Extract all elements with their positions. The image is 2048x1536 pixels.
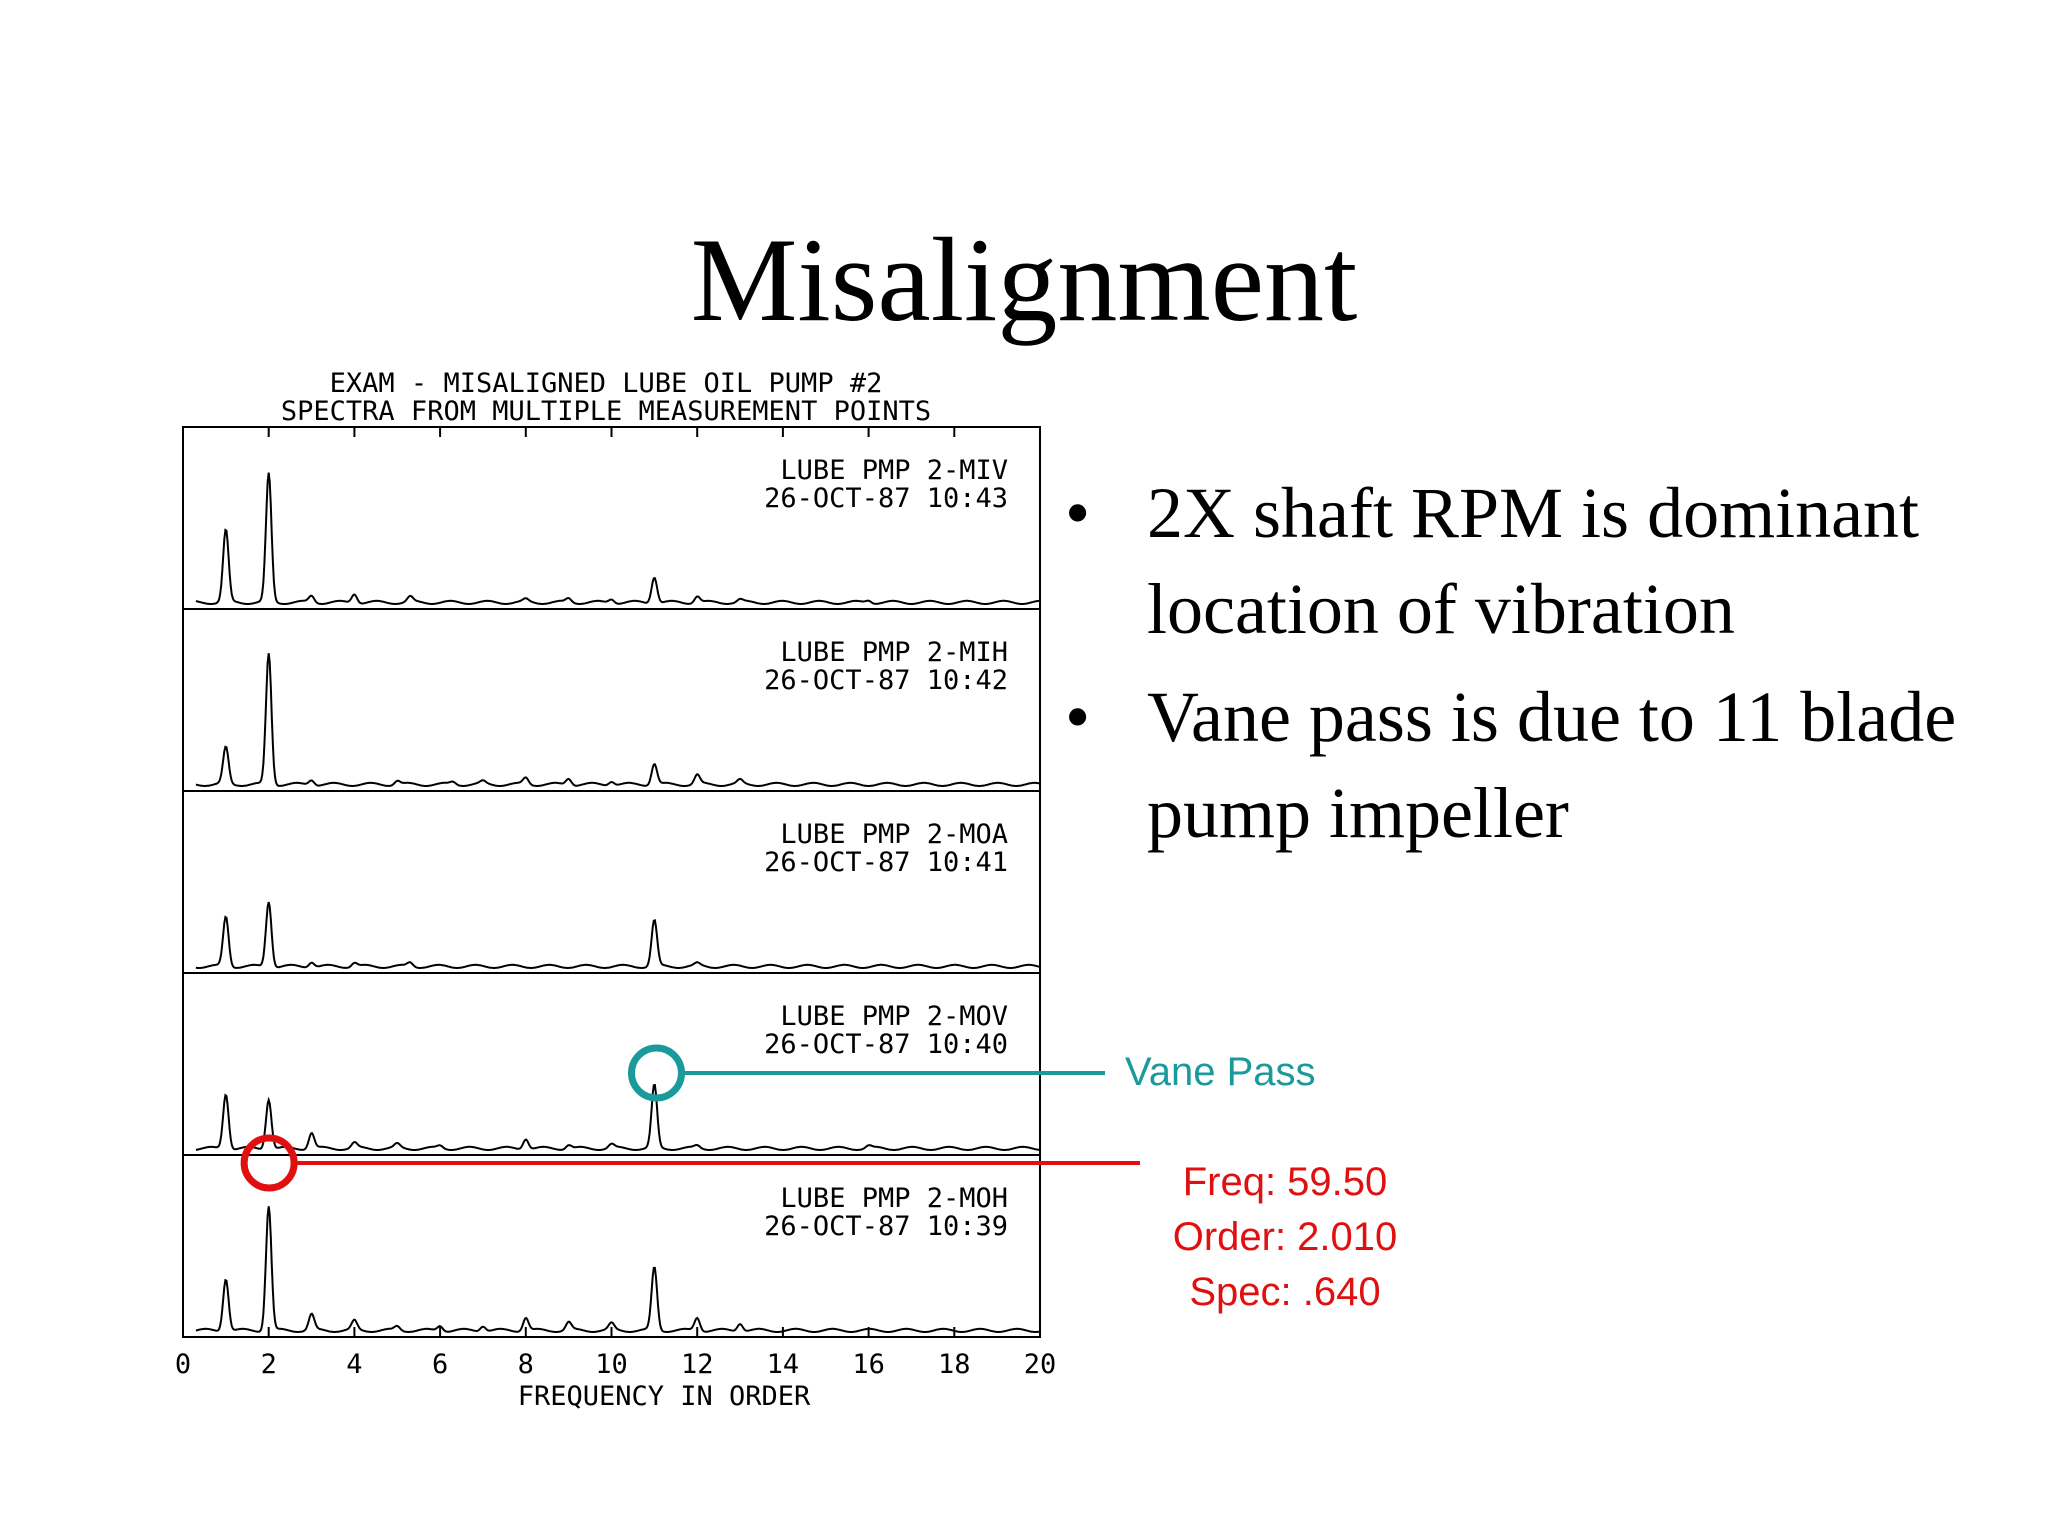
x-tick-label: 8	[518, 1349, 534, 1380]
x-tick-label: 6	[432, 1349, 448, 1380]
x-axis-label: FREQUENCY IN ORDER	[518, 1381, 811, 1412]
panel-label: LUBE PMP 2-MOV	[780, 1001, 1008, 1032]
spectrum-line	[195, 1206, 1041, 1333]
x-tick-label: 4	[346, 1349, 362, 1380]
x-axis-ticks: 0 2 4 6 8 10 12 14 16 18 20	[175, 427, 1056, 1380]
callout-markers	[240, 1044, 1140, 1192]
spectrum-line	[195, 1083, 1040, 1151]
cursor-marker	[240, 1134, 298, 1192]
panel-label: LUBE PMP 2-MOA	[780, 819, 1008, 850]
chart-subtitle: SPECTRA FROM MULTIPLE MEASUREMENT POINTS	[281, 396, 931, 427]
x-tick-label: 18	[938, 1349, 971, 1380]
panel-label: LUBE PMP 2-MIV	[780, 455, 1008, 486]
bullet-item: • 2X shaft RPM is dominant location of vi…	[1065, 465, 1965, 657]
x-tick-label: 12	[681, 1349, 714, 1380]
x-tick-label: 16	[852, 1349, 885, 1380]
freq-readout: Freq: 59.50	[1182, 1160, 1388, 1204]
x-tick-label: 14	[767, 1349, 800, 1380]
panel-timestamp: 26-OCT-87 10:41	[764, 847, 1008, 878]
order-readout: Order: 2.010	[1172, 1215, 1398, 1259]
cursor-readout: Freq: 59.50 Order: 2.010 Spec: .640	[1145, 1155, 1425, 1320]
bullet-list: • 2X shaft RPM is dominant location of vi…	[1065, 465, 1965, 873]
bullet-item: • Vane pass is due to 11 blade pump impel…	[1065, 669, 1965, 861]
slide-title: Misalignment	[690, 213, 1358, 346]
spectrum-line	[195, 653, 1041, 787]
x-tick-label: 20	[1024, 1349, 1057, 1380]
panel-timestamp: 26-OCT-87 10:39	[764, 1211, 1008, 1242]
panel-timestamp: 26-OCT-87 10:42	[764, 665, 1008, 696]
x-tick-label: 0	[175, 1349, 191, 1380]
panel-label: LUBE PMP 2-MIH	[780, 637, 1008, 668]
chart-title: EXAM - MISALIGNED LUBE OIL PUMP #2	[330, 368, 883, 399]
panel-timestamp: 26-OCT-87 10:43	[764, 483, 1008, 514]
bullet-dot: •	[1065, 677, 1091, 757]
x-tick-label: 2	[261, 1349, 277, 1380]
bullet-dot: •	[1065, 473, 1091, 553]
spectrum-line	[195, 901, 1041, 969]
panel-label: LUBE PMP 2-MOH	[780, 1183, 1008, 1214]
spectrum-line	[195, 472, 1041, 605]
bullet-text: Vane pass is due to 11 blade pump impell…	[1147, 677, 1957, 853]
vane-pass-label: Vane Pass	[1125, 1050, 1316, 1094]
x-tick-label: 10	[595, 1349, 628, 1380]
panel-timestamp: 26-OCT-87 10:40	[764, 1029, 1008, 1060]
bullet-text: 2X shaft RPM is dominant location of vib…	[1147, 473, 1920, 649]
spec-readout: Spec: .640	[1189, 1270, 1381, 1314]
